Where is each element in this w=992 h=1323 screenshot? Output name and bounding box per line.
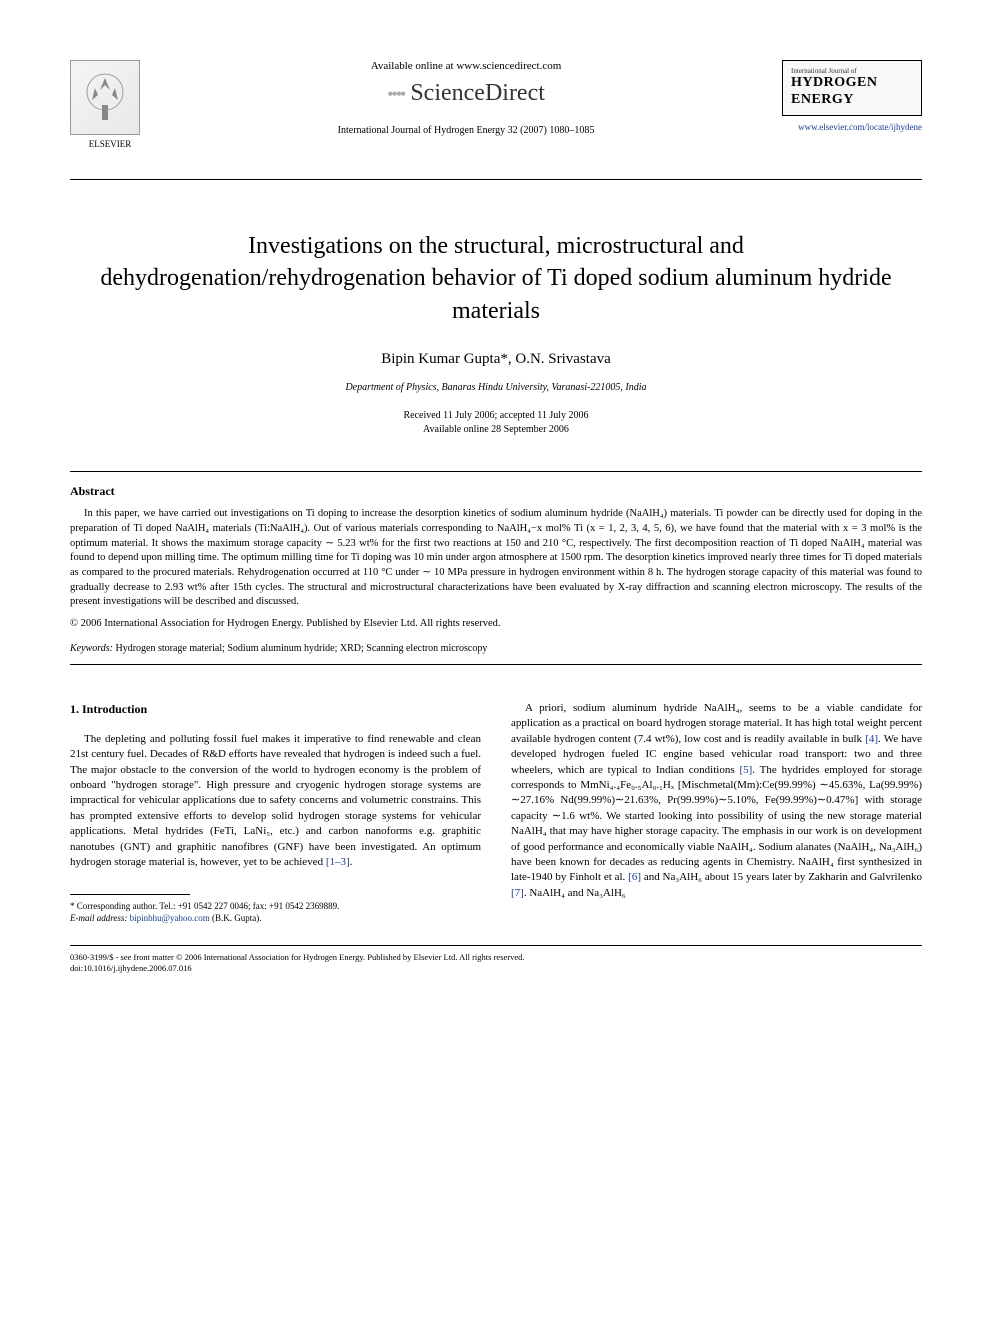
email-label: E-mail address:: [70, 913, 127, 923]
footnote-rule: [70, 894, 190, 895]
front-matter-footer: 0360-3199/$ - see front matter © 2006 In…: [70, 952, 922, 974]
center-header: Available online at www.sciencedirect.co…: [150, 60, 782, 136]
col2-text-a: A priori, sodium aluminum hydride NaAlH₄…: [511, 702, 922, 745]
sd-dots-icon: ••••: [387, 84, 404, 104]
publisher-name: ELSEVIER: [70, 139, 150, 149]
author-list: Bipin Kumar Gupta*, O.N. Srivastava: [70, 351, 922, 368]
left-column: 1. Introduction The depleting and pollut…: [70, 701, 481, 925]
citation-4[interactable]: [4]: [865, 733, 878, 745]
journal-title-box: International Journal of HYDROGEN ENERGY: [782, 60, 922, 116]
bottom-rule: [70, 945, 922, 946]
keywords-label: Keywords:: [70, 643, 113, 654]
abstract-heading: Abstract: [70, 484, 922, 499]
section-1-heading: 1. Introduction: [70, 701, 481, 718]
citation-7[interactable]: [7]: [511, 887, 524, 899]
journal-header: ELSEVIER Available online at www.science…: [70, 60, 922, 149]
article-title: Investigations on the structural, micros…: [100, 230, 892, 327]
received-date: Received 11 July 2006; accepted 11 July …: [70, 409, 922, 423]
col2-text-e: . NaAlH₄ and Na₃AlH₆: [524, 887, 626, 899]
affiliation: Department of Physics, Banaras Hindu Uni…: [70, 382, 922, 393]
journal-logo-block: International Journal of HYDROGEN ENERGY…: [782, 60, 922, 132]
header-rule: [70, 179, 922, 180]
article-dates: Received 11 July 2006; accepted 11 July …: [70, 409, 922, 437]
journal-box-title-2: ENERGY: [791, 92, 913, 109]
available-online-text: Available online at www.sciencedirect.co…: [170, 60, 762, 72]
email-attribution: (B.K. Gupta).: [212, 913, 262, 923]
doi-line: doi:10.1016/j.ijhydene.2006.07.016: [70, 963, 922, 974]
abstract-body: In this paper, we have carried out inves…: [70, 507, 922, 610]
corresponding-author-footnote: * Corresponding author. Tel.: +91 0542 2…: [70, 901, 481, 924]
citation-1-3[interactable]: [1–3]: [326, 856, 350, 868]
keywords-text: Hydrogen storage material; Sodium alumin…: [115, 643, 487, 654]
abstract-top-rule: [70, 471, 922, 472]
journal-reference: International Journal of Hydrogen Energy…: [170, 125, 762, 136]
citation-6[interactable]: [6]: [628, 871, 641, 883]
sciencedirect-logo: •••• ScienceDirect: [170, 80, 762, 107]
journal-box-prefix: International Journal of: [791, 67, 913, 75]
intro-text-1: The depleting and polluting fossil fuel …: [70, 733, 481, 868]
author-email[interactable]: bipinbhu@yahoo.com: [130, 913, 210, 923]
publisher-logo: ELSEVIER: [70, 60, 150, 149]
keywords-line: Keywords: Hydrogen storage material; Sod…: [70, 643, 922, 654]
intro-text-1-end: .: [350, 856, 353, 868]
abstract-text: In this paper, we have carried out inves…: [70, 507, 922, 610]
body-columns: 1. Introduction The depleting and pollut…: [70, 701, 922, 925]
abstract-bottom-rule: [70, 664, 922, 665]
sciencedirect-text: ScienceDirect: [410, 80, 545, 106]
col2-text-c: . The hydrides employed for storage corr…: [511, 764, 922, 884]
right-column: A priori, sodium aluminum hydride NaAlH₄…: [511, 701, 922, 925]
intro-paragraph-2: A priori, sodium aluminum hydride NaAlH₄…: [511, 701, 922, 901]
issn-copyright: 0360-3199/$ - see front matter © 2006 In…: [70, 952, 922, 963]
elsevier-tree-icon: [70, 60, 140, 135]
intro-paragraph-1: The depleting and polluting fossil fuel …: [70, 732, 481, 871]
citation-5[interactable]: [5]: [739, 764, 752, 776]
corr-author-line: * Corresponding author. Tel.: +91 0542 2…: [70, 901, 481, 913]
email-line: E-mail address: bipinbhu@yahoo.com (B.K.…: [70, 913, 481, 925]
journal-box-title-1: HYDROGEN: [791, 75, 913, 92]
journal-homepage-link[interactable]: www.elsevier.com/locate/ijhydene: [782, 122, 922, 132]
col2-text-d: and Na₃AlH₆ about 15 years later by Zakh…: [641, 871, 922, 883]
copyright-line: © 2006 International Association for Hyd…: [70, 618, 922, 629]
available-date: Available online 28 September 2006: [70, 423, 922, 437]
